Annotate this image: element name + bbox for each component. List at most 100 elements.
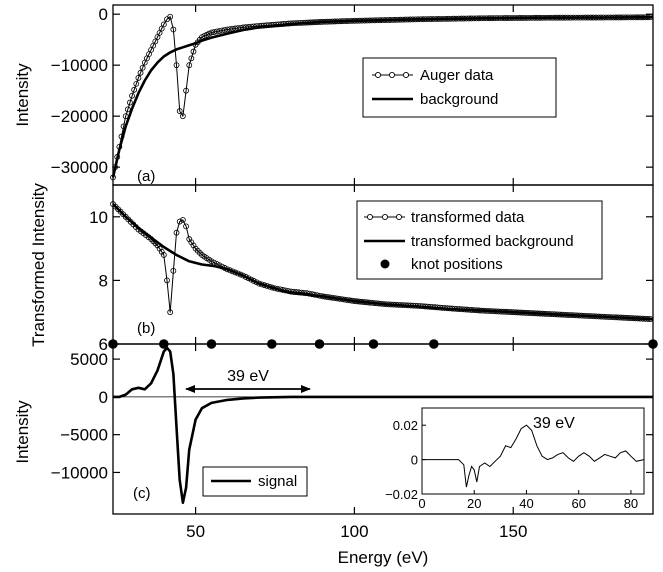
knot-marker: [314, 339, 325, 349]
knot-marker: [159, 339, 169, 349]
panel-b-legend: transformed data transformed background …: [356, 200, 603, 280]
data-marker: [124, 106, 131, 113]
panel-c-legend: signal: [202, 466, 308, 497]
panel-b-ylabel: Transformed Intensity: [29, 183, 48, 347]
legend-marker-auger-data: [402, 71, 410, 79]
inset-x-tick-label: 40: [519, 496, 533, 511]
data-marker: [183, 87, 189, 94]
panel-b-plot: 6 8 10: [89, 185, 658, 354]
inset-frame: [421, 407, 645, 495]
inset-x-tick-label: 80: [624, 496, 638, 511]
data-marker: [137, 69, 144, 76]
panel-a-legend: Auger data background: [362, 57, 557, 118]
legend-label-knot-positions: knot positions: [411, 256, 503, 273]
data-marker: [129, 92, 135, 99]
panel-c-ylabel: Intensity: [13, 400, 32, 464]
data-marker: [167, 13, 174, 20]
data-marker: [167, 309, 174, 316]
data-marker: [170, 267, 177, 274]
signal-inset: 0 20 40 60 800.020−0.02 39 eV: [385, 407, 645, 511]
inset-x-tick-label: 0: [418, 496, 425, 511]
inset-x-tick-label: 60: [571, 496, 585, 511]
panel-c-plot: 5000 0 −5000 −10000: [51, 344, 653, 514]
panel-a-plot: 0 −10000 −20000 −30000: [51, 5, 654, 185]
energy-span-label: 39 eV: [227, 368, 269, 385]
legend-marker-transformed-data: [395, 213, 403, 221]
legend-label-transformed-background: transformed background: [411, 233, 574, 250]
knot-marker: [368, 339, 379, 349]
data-marker: [160, 252, 167, 258]
y-tick-label: −5000: [60, 426, 108, 445]
y-tick-label: 6: [99, 335, 108, 354]
panel-a-ylabel: Intensity: [13, 63, 32, 127]
data-marker: [133, 80, 140, 87]
panel-b-label: (b): [137, 320, 155, 337]
data-marker: [186, 62, 193, 69]
legend-marker-transformed-data: [366, 213, 374, 221]
data-marker: [216, 28, 223, 34]
data-marker: [127, 99, 133, 106]
y-tick-label: −10000: [51, 56, 108, 75]
legend-marker-knot-positions: [380, 259, 390, 269]
data-marker: [160, 21, 167, 28]
data-marker: [135, 75, 142, 81]
inset-x-tick-label: 20: [467, 496, 481, 511]
panel-c-frame: [112, 343, 654, 515]
legend-marker-auger-data: [374, 71, 382, 79]
y-tick-label: 8: [99, 271, 108, 290]
legend-label-background: background: [420, 91, 498, 108]
y-tick-label: −10000: [51, 463, 108, 482]
x-axis-label: Energy (eV): [338, 548, 429, 567]
inset-signal-line: [422, 424, 645, 488]
energy-span-arrow: 39 eV: [185, 368, 311, 393]
panel-c-label: (c): [133, 485, 151, 502]
data-marker: [179, 217, 186, 223]
data-marker: [131, 86, 138, 93]
data-marker: [213, 28, 220, 35]
data-marker: [173, 62, 180, 69]
series-line-signal: [113, 346, 653, 504]
inset-plot: 0 20 40 60 800.020−0.02: [385, 418, 645, 511]
y-tick-label: −30000: [51, 158, 108, 177]
x-tick-labels: 50 100 150: [186, 522, 527, 541]
data-marker: [211, 29, 218, 35]
knot-marker: [267, 339, 277, 349]
legend-label-transformed-data: transformed data: [411, 209, 525, 226]
inset-annotation: 39 eV: [533, 415, 575, 432]
y-tick-label: 5000: [70, 350, 108, 369]
inset-y-tick-label: 0.02: [393, 418, 418, 433]
data-marker: [190, 48, 197, 55]
x-tick-label: 100: [340, 522, 368, 541]
x-tick-label: 150: [499, 522, 527, 541]
y-tick-label: −20000: [51, 107, 108, 126]
inset-y-tick-label: 0: [411, 453, 418, 468]
y-tick-label: 0: [99, 388, 108, 407]
data-marker: [176, 108, 183, 114]
knot-marker: [429, 339, 439, 349]
inset-y-tick-label: −0.02: [385, 487, 418, 502]
data-marker: [183, 223, 189, 230]
knot-marker: [648, 339, 658, 349]
data-marker: [176, 218, 183, 225]
legend-marker-transformed-data: [381, 213, 389, 221]
series-line-background: [111, 15, 654, 178]
legend-label-auger-data: Auger data: [420, 67, 494, 84]
x-tick-label: 50: [186, 522, 205, 541]
data-marker: [164, 277, 170, 284]
legend-marker-auger-data: [388, 71, 396, 79]
data-marker: [221, 27, 228, 33]
legend-label-signal: signal: [258, 473, 297, 490]
data-marker: [219, 27, 225, 34]
data-marker: [139, 64, 146, 71]
knot-marker: [108, 339, 118, 349]
panel-a-label: (a): [137, 168, 155, 185]
knot-marker: [206, 339, 217, 349]
data-marker: [188, 55, 195, 62]
data-marker: [179, 113, 186, 120]
y-tick-label: 10: [89, 208, 108, 227]
panel-a-legend-box: [362, 57, 557, 118]
data-marker: [170, 26, 177, 33]
data-marker: [173, 229, 180, 236]
y-tick-label: 0: [99, 5, 108, 24]
